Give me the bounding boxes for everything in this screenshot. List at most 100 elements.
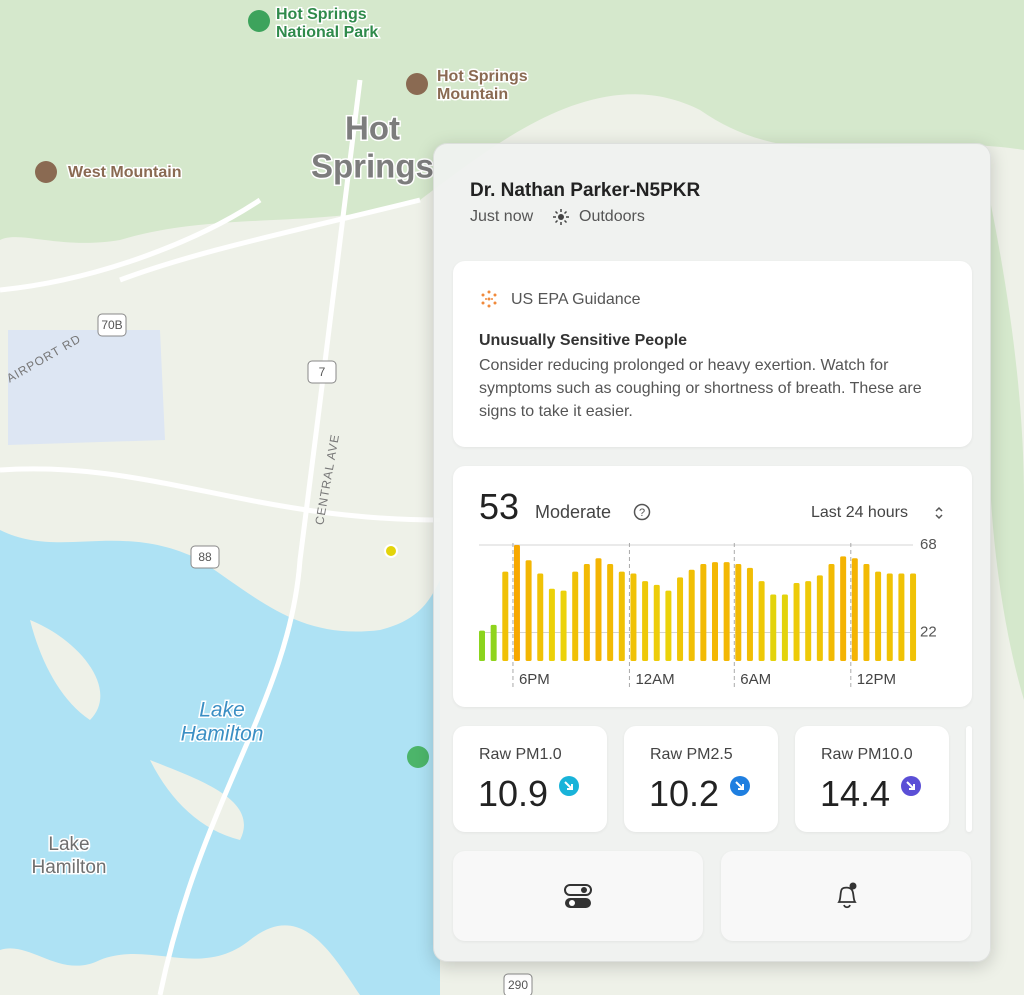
bar xyxy=(700,564,707,661)
road-shield xyxy=(503,973,533,995)
bar xyxy=(770,594,777,661)
bar xyxy=(677,577,684,661)
bar xyxy=(572,571,579,661)
sensor-dot[interactable] xyxy=(384,544,398,558)
bar xyxy=(910,573,917,661)
map-label: Hot Springs xyxy=(437,68,528,85)
forest xyxy=(0,0,1024,243)
bar xyxy=(875,571,882,661)
park-marker[interactable] xyxy=(248,10,270,32)
reading-name: Raw PM10.0 xyxy=(821,746,913,763)
bar xyxy=(746,567,753,661)
info-panel: Dr. Nathan Parker-N5PKR Just now Outdoor… xyxy=(433,143,991,962)
bar xyxy=(548,588,555,661)
bar xyxy=(502,571,509,661)
x-tick-label: 6PM xyxy=(519,671,550,688)
toggle-icon xyxy=(564,884,592,908)
reading-value: 10.2 xyxy=(649,773,720,814)
bar xyxy=(642,581,649,661)
reading-name: Raw PM1.0 xyxy=(479,746,562,763)
aqi-chart: 22 68 6PM 12AM 6AM 12PM xyxy=(479,536,937,688)
bar xyxy=(490,624,497,661)
chevron-icon[interactable] xyxy=(933,505,945,521)
bar xyxy=(886,573,893,661)
svg-text:?: ? xyxy=(639,507,645,519)
peak-marker[interactable] xyxy=(406,73,428,95)
reading-value: 10.9 xyxy=(478,773,549,814)
reading-value: 14.4 xyxy=(820,773,891,814)
alerts-button[interactable] xyxy=(721,851,971,941)
map-label: Hamilton xyxy=(181,723,264,746)
road-number: 290 xyxy=(508,978,528,992)
aqi-value: 53 xyxy=(479,486,520,527)
road-number: 88 xyxy=(198,550,212,564)
y-tick-label: 68 xyxy=(920,536,937,553)
x-tick-label: 12AM xyxy=(635,671,674,688)
bar xyxy=(688,569,695,661)
reading-name: Raw PM2.5 xyxy=(650,746,733,763)
bar xyxy=(723,562,730,661)
bar xyxy=(653,584,660,661)
map-label: Springs xyxy=(311,148,434,185)
x-tick-label: 12PM xyxy=(857,671,896,688)
forest xyxy=(989,200,1024,700)
aqi-card: 53 Moderate ? Last 24 hours 22 68 6PM 12AM 6… xyxy=(453,466,972,707)
bar xyxy=(805,581,812,661)
bar xyxy=(630,573,637,661)
reading-card: Raw PM1.0 10.9 xyxy=(453,726,607,832)
location: Outdoors xyxy=(579,208,645,225)
reading-card: Raw PM2.5 10.2 xyxy=(624,726,778,832)
help-icon[interactable]: ? xyxy=(633,503,651,521)
guidance-card: US EPA Guidance Unusually Sensitive Peop… xyxy=(453,261,972,447)
trend-icon xyxy=(901,776,921,796)
trend-icon xyxy=(559,776,579,796)
bar xyxy=(513,545,520,661)
bar xyxy=(525,560,532,661)
map-label: Hot Springs xyxy=(276,6,367,23)
land xyxy=(30,620,244,840)
guidance-source: US EPA Guidance xyxy=(511,291,641,308)
bar xyxy=(618,571,625,661)
bar xyxy=(793,583,800,661)
bar xyxy=(595,558,602,661)
map-label: National Park xyxy=(276,24,378,41)
map-label: Hot xyxy=(345,110,400,147)
map-label: Lake xyxy=(199,699,245,722)
bar xyxy=(583,564,590,661)
settings-button[interactable] xyxy=(453,851,703,941)
trend-arrow xyxy=(564,781,573,790)
bar xyxy=(607,564,614,661)
bar xyxy=(560,590,567,661)
bar xyxy=(781,594,788,661)
reading-card xyxy=(966,726,972,832)
trend-arrow xyxy=(906,781,915,790)
bell-icon xyxy=(837,882,857,909)
road-shield xyxy=(190,545,220,569)
guidance-body: Consider reducing prolonged or heavy exe… xyxy=(479,357,922,420)
time: Just now xyxy=(470,208,534,225)
bar xyxy=(898,573,905,661)
road-shield xyxy=(97,313,127,337)
aqi-label: Moderate xyxy=(535,502,612,522)
bar xyxy=(712,562,718,661)
lake xyxy=(0,530,440,995)
device-title: Dr. Nathan Parker-N5PKR xyxy=(470,180,701,201)
road-number: 7 xyxy=(319,365,326,379)
airport xyxy=(8,330,165,445)
trend-arrow xyxy=(735,781,744,790)
bar xyxy=(735,564,742,661)
peak-marker[interactable] xyxy=(35,161,57,183)
map-label: Hamilton xyxy=(32,857,107,878)
bar xyxy=(851,558,858,661)
x-tick-label: 6AM xyxy=(740,671,771,688)
road-shield xyxy=(307,360,337,384)
park-marker[interactable] xyxy=(407,746,429,768)
map-label: Lake xyxy=(48,834,89,855)
bar xyxy=(665,590,672,661)
range-select[interactable]: Last 24 hours xyxy=(811,504,908,521)
map-label: Mountain xyxy=(437,86,508,103)
roads xyxy=(0,79,441,995)
y-tick-label: 22 xyxy=(920,623,937,640)
bar xyxy=(863,564,870,661)
bar xyxy=(816,575,823,661)
